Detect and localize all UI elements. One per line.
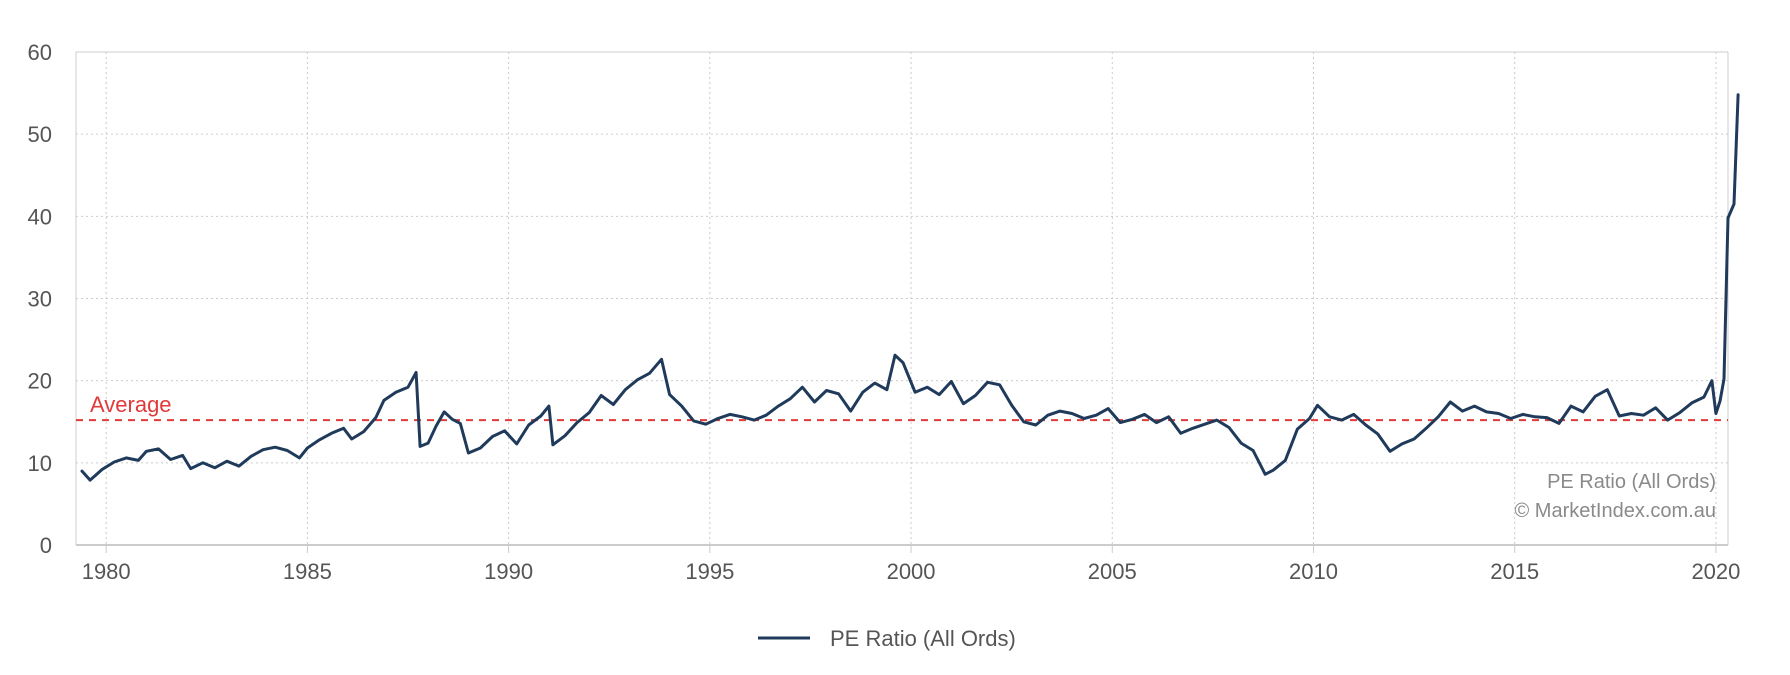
x-tick-label: 1980 [82, 559, 131, 584]
annotations: PE Ratio (All Ords) © MarketIndex.com.au [1515, 471, 1716, 522]
y-tick-label: 50 [28, 122, 52, 147]
series-layer [80, 93, 1740, 482]
average-reference: Average [76, 392, 1728, 422]
x-tick-label: 2010 [1289, 559, 1338, 584]
y-tick-label: 20 [28, 369, 52, 394]
y-tick-label: 10 [28, 451, 52, 476]
annotation-copyright: © MarketIndex.com.au [1515, 500, 1716, 522]
y-tick-label: 0 [40, 533, 52, 558]
x-tick-label: 1995 [685, 559, 734, 584]
x-tick-label: 2005 [1088, 559, 1137, 584]
tick-labels: 0 10 20 30 40 50 60 1980 1985 1990 1995 2000 2005 201… [28, 40, 1741, 584]
x-tick-label: 2020 [1691, 559, 1740, 584]
x-tick-label: 1990 [484, 559, 533, 584]
y-tick-label: 40 [28, 204, 52, 229]
average-label: Average [90, 392, 172, 417]
legend[interactable]: PE Ratio (All Ords) [758, 626, 1016, 651]
legend-label[interactable]: PE Ratio (All Ords) [830, 626, 1016, 651]
axes [75, 51, 1729, 553]
y-tick-label: 30 [28, 287, 52, 312]
series-line-pe-ratio [80, 93, 1740, 482]
y-tick-label: 60 [28, 40, 52, 65]
x-tick-label: 2000 [887, 559, 936, 584]
grid-lines [76, 51, 1728, 545]
x-tick-label: 2015 [1490, 559, 1539, 584]
x-tick-label: 1985 [283, 559, 332, 584]
annotation-series-name: PE Ratio (All Ords) [1547, 471, 1716, 493]
